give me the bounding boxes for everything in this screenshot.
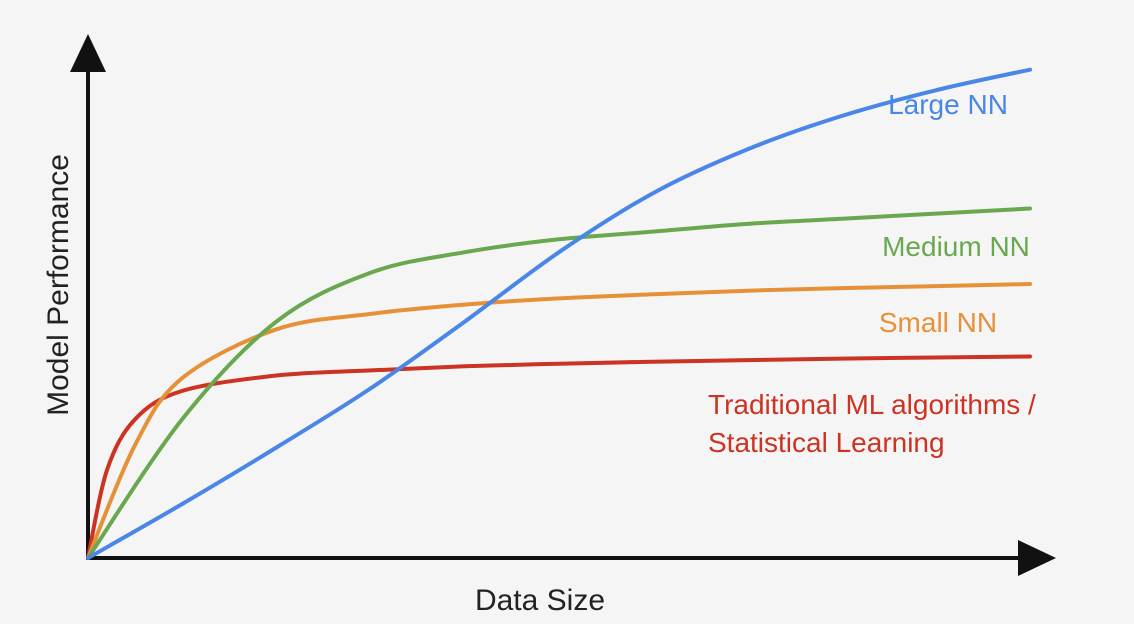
series-line-0 bbox=[86, 67, 1032, 560]
y-axis-title: Model Performance bbox=[42, 154, 75, 416]
series-label-line: Traditional ML algorithms / bbox=[708, 389, 1036, 420]
series-line-2 bbox=[86, 282, 1032, 560]
series-label-line: Medium NN bbox=[882, 231, 1030, 262]
series-label-line: Small NN bbox=[879, 307, 997, 338]
x-axis-arrow bbox=[1018, 540, 1056, 576]
x-axis-title: Data Size bbox=[475, 584, 605, 617]
series-line-1 bbox=[86, 206, 1032, 560]
series-label-0: Large NN bbox=[888, 89, 1008, 120]
series-label-line: Large NN bbox=[888, 89, 1008, 120]
y-axis-arrow bbox=[70, 34, 106, 72]
series-label-3: Traditional ML algorithms / Statistical L… bbox=[708, 389, 1036, 458]
axes bbox=[70, 34, 1056, 576]
series-label-2: Small NN bbox=[879, 307, 997, 338]
series-label-line: Statistical Learning bbox=[708, 427, 945, 458]
label-layer: Large NN Medium NN Small NN Traditional ML … bbox=[708, 89, 1036, 458]
series-label-1: Medium NN bbox=[882, 231, 1030, 262]
series-layer bbox=[86, 67, 1032, 560]
series-line-3 bbox=[86, 354, 1032, 560]
